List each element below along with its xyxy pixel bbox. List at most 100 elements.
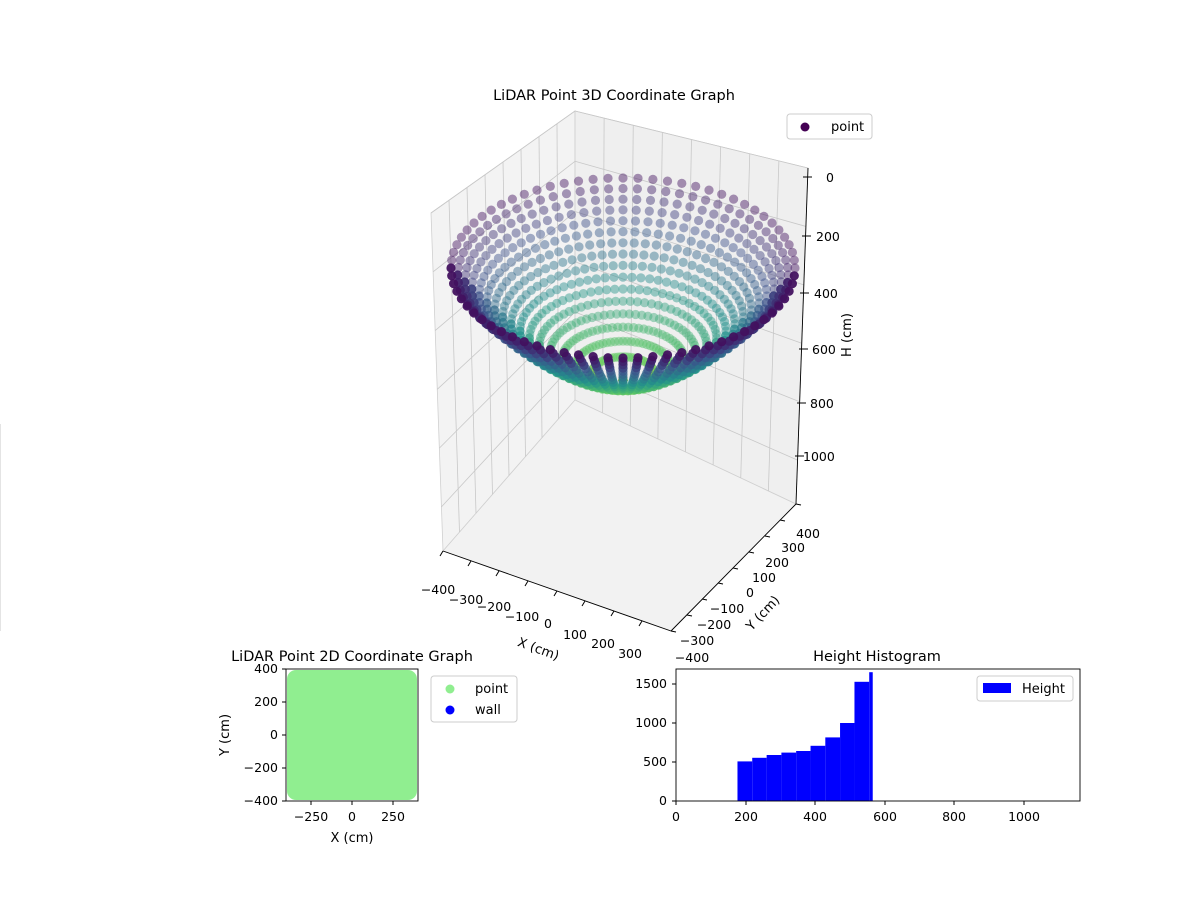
lidar-point-3d <box>690 301 700 312</box>
lidar-point-3d <box>695 264 706 274</box>
lidar-point-3d <box>525 233 536 243</box>
lidar-point-3d <box>632 297 643 307</box>
lidar-point-3d <box>548 192 558 202</box>
lidar-point-3d <box>580 264 590 274</box>
y-tick-mark <box>748 551 755 554</box>
y-tick-label-hist: 1500 <box>635 676 667 691</box>
x-tick-label-hist: 400 <box>803 809 827 824</box>
lidar-point-3d <box>682 271 692 281</box>
lidar-point-3d <box>583 275 593 285</box>
lidar-point-3d <box>764 263 774 274</box>
lidar-point-3d <box>469 270 479 280</box>
lidar-point-3d <box>605 309 616 320</box>
lidar-point-3d <box>479 271 489 282</box>
lidar-point-3d <box>618 173 628 183</box>
lidar-point-3d <box>447 271 457 281</box>
lidar-point-3d <box>762 291 772 301</box>
lidar-point-3d <box>640 298 650 308</box>
lidar-point-3d <box>787 247 798 257</box>
lidar-point-3d <box>582 345 592 355</box>
lidar-point-3d <box>704 341 714 351</box>
x-tick-label-2d: 0 <box>348 809 356 824</box>
lidar-point-3d <box>494 268 504 278</box>
lidar-point-3d <box>701 195 711 205</box>
y-ticks-hist: 0 500 1000 1500 <box>635 676 676 808</box>
lidar-point-3d <box>708 320 719 330</box>
lidar-point-3d <box>665 291 675 301</box>
lidar-point-3d <box>631 309 641 320</box>
lidar-point-3d <box>665 231 675 241</box>
lidar-point-3d <box>602 285 612 295</box>
z-tick-label-3d: 400 <box>814 286 838 301</box>
lidar-point-3d <box>669 255 679 265</box>
lidar-point-3d <box>526 324 536 335</box>
lidar-point-3d <box>773 240 783 250</box>
x-axis-label-2d: X (cm) <box>331 831 374 846</box>
point-fill-region <box>287 670 417 800</box>
lidar-point-3d <box>596 239 606 249</box>
lidar-point-3d <box>657 208 667 218</box>
lidar-point-3d <box>638 338 648 349</box>
histogram-bar <box>766 755 782 801</box>
lidar-point-3d <box>648 326 659 336</box>
z-axis-label-3d: H (cm) <box>840 313 855 357</box>
x-tick-label-2d: 250 <box>381 809 405 824</box>
lidar-point-3d <box>592 206 602 216</box>
lidar-point-3d <box>726 304 736 314</box>
lidar-point-3d <box>586 287 596 297</box>
histogram-bar <box>854 681 870 801</box>
lidar-point-3d <box>577 197 587 207</box>
lidar-point-3d <box>610 284 620 294</box>
y-tick-label-3d: 400 <box>796 526 820 541</box>
lidar-point-3d <box>598 338 608 349</box>
lidar-point-3d <box>532 185 542 195</box>
lidar-point-3d <box>544 250 554 260</box>
lidar-point-3d <box>738 306 748 317</box>
lidar-point-3d <box>673 340 683 351</box>
y-ticks-2d: −400 −200 0 200 400 Y (cm) <box>218 661 286 808</box>
y-tick-label-2d: −400 <box>244 793 278 808</box>
y-tick-mark <box>795 503 802 506</box>
wall-grid-line <box>432 160 576 273</box>
lidar-point-3d <box>790 263 800 273</box>
wall-grid-line <box>574 110 809 169</box>
lidar-point-3d <box>618 353 628 363</box>
lidar-point-3d <box>497 282 507 292</box>
lidar-point-3d <box>618 336 628 346</box>
x-tick-mark <box>495 570 500 577</box>
wall-grid-line <box>767 160 780 492</box>
lidar-point-3d <box>651 343 662 354</box>
lidar-point-3d <box>589 262 599 272</box>
chart-3d: LiDAR Point 3D Coordinate Graph −400 −30… <box>0 88 873 665</box>
lidar-point-3d <box>560 233 571 243</box>
lidar-point-3d <box>717 276 727 286</box>
wall-grid-line <box>520 149 526 457</box>
lidar-point-3d <box>516 238 526 248</box>
lidar-point-3d <box>575 331 585 342</box>
lidar-point-3d <box>722 252 733 262</box>
y-tick-label-3d: −300 <box>680 633 714 648</box>
lidar-point-3d <box>778 248 788 258</box>
lidar-point-3d <box>587 312 597 323</box>
lidar-point-3d <box>571 318 581 328</box>
lidar-point-3d <box>493 253 503 263</box>
lidar-point-3d <box>449 279 459 289</box>
lidar-point-3d <box>639 250 649 260</box>
lidar-point-3d <box>681 328 691 338</box>
lidar-point-3d <box>585 240 595 250</box>
lidar-point-3d <box>546 226 556 236</box>
lidar-point-3d <box>780 294 790 304</box>
lidar-point-3d <box>734 277 745 287</box>
legend-2d-label-point: point <box>475 682 508 697</box>
lidar-point-3d <box>642 339 652 350</box>
lidar-point-3d <box>628 249 639 259</box>
lidar-point-3d <box>587 251 597 261</box>
lidar-point-3d <box>594 339 604 350</box>
lidar-point-3d <box>510 304 520 314</box>
y-tick-label-2d: 0 <box>270 727 278 742</box>
lidar-point-3d <box>759 211 769 221</box>
lidar-point-3d <box>541 305 551 315</box>
lidar-point-3d <box>767 218 777 228</box>
lidar-point-3d <box>507 194 517 204</box>
lidar-point-3d <box>588 352 598 362</box>
